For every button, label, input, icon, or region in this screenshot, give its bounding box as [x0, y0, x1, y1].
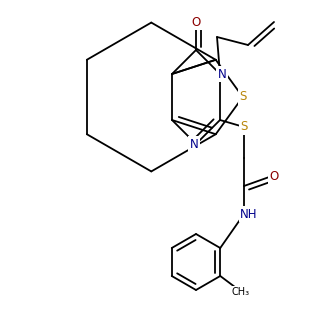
Text: O: O — [270, 169, 279, 183]
Text: N: N — [218, 67, 226, 81]
Text: S: S — [240, 120, 248, 133]
Text: S: S — [239, 91, 246, 104]
Text: NH: NH — [240, 207, 258, 220]
Text: N: N — [190, 137, 198, 151]
Text: O: O — [191, 16, 201, 29]
Text: CH₃: CH₃ — [231, 287, 249, 297]
